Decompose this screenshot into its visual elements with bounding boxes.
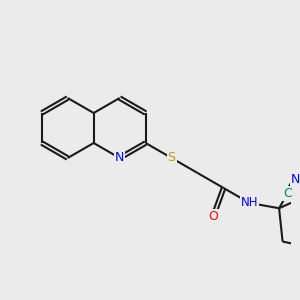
Text: N: N [115,152,124,164]
Text: O: O [208,210,218,223]
Text: N: N [291,173,300,186]
Text: S: S [168,152,176,164]
Text: C: C [283,188,292,200]
Text: NH: NH [241,196,258,209]
